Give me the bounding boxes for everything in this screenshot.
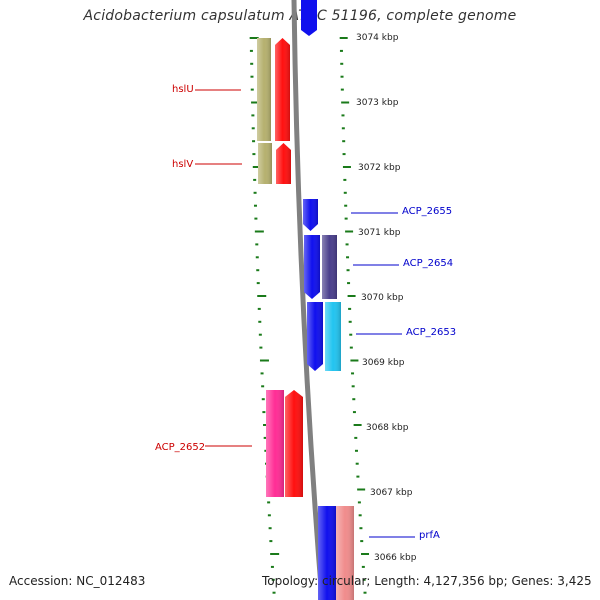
gene-features — [257, 0, 354, 600]
tick-label: 3072 kbp — [358, 163, 401, 173]
gene-acp_2653-label: ACP_2653 — [406, 327, 456, 338]
page-title: Acidobacterium capsulatum ATCC 51196, co… — [83, 8, 517, 24]
gene-prfa-feature-shading — [336, 506, 354, 600]
accession-label: Accession: NC_012483 — [9, 574, 146, 588]
gene-acp_2652-feature-shading — [266, 390, 284, 497]
gene-hslv-arrow-shading — [276, 143, 291, 184]
tick-labels: 3074 kbp 3073 kbp 3072 kbp 3071 kbp 3070 kbp… — [356, 33, 417, 563]
gene-hslv-label: hslV — [172, 159, 193, 170]
genome-backbone — [291, 0, 325, 600]
gene-prfa-label: prfA — [419, 530, 440, 541]
gene-acp_2654-feature-shading — [322, 235, 337, 299]
tick-label: 3070 kbp — [361, 293, 404, 303]
tick-label: 3071 kbp — [358, 228, 401, 238]
gene-hslu-feature-shading — [257, 38, 271, 141]
gene-arrow-partial — [301, 0, 317, 36]
gene-hslv-feature-shading — [258, 143, 272, 184]
tick-label: 3074 kbp — [356, 33, 399, 43]
gene-labels: hslU hslV ACP_2655 ACP_2654 ACP_2653 ACP_2652… — [155, 84, 456, 541]
gene-acp_2655-label: ACP_2655 — [402, 206, 452, 217]
gene-acp_2654-label: ACP_2654 — [403, 258, 453, 269]
gene-acp_2655-arrow-shading — [303, 199, 318, 231]
outer-tick-ruler — [339, 37, 370, 594]
tick-label: 3068 kbp — [366, 423, 409, 433]
gene-acp_2653-arrow-shading — [307, 302, 323, 371]
tick-label: 3073 kbp — [356, 98, 399, 108]
topology-label: Topology: circular; Length: 4,127,356 bp… — [262, 574, 592, 588]
gene-hslu-label: hslU — [172, 84, 194, 95]
gene-acp_2653-feature-shading — [325, 302, 341, 371]
gene-prfa-feature-shading — [318, 506, 336, 600]
gene-hslu-arrow-shading — [275, 38, 290, 141]
gene-acp_2652-label: ACP_2652 — [155, 442, 205, 453]
tick-label: 3069 kbp — [362, 358, 405, 368]
gene-acp_2652-arrow-shading — [285, 390, 303, 497]
tick-label: 3067 kbp — [370, 488, 413, 498]
tick-label: 3066 kbp — [374, 553, 417, 563]
gene-acp_2654-arrow-shading — [304, 235, 320, 299]
